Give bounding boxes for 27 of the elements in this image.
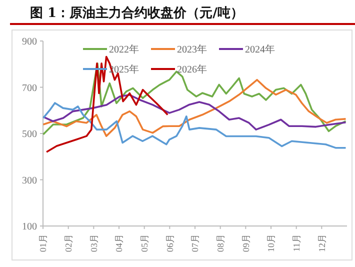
chart-title: 图 1：原油主力合约收盘价（元/吨） bbox=[30, 5, 244, 21]
line-series bbox=[42, 78, 347, 137]
y-tick-label: 500 bbox=[22, 129, 37, 140]
x-tick-label: 07月 bbox=[190, 234, 200, 252]
x-tick-label: 06月 bbox=[164, 234, 175, 252]
legend-label: 2023年 bbox=[177, 44, 207, 56]
line-series bbox=[46, 56, 169, 153]
y-tick-label: 900 bbox=[22, 36, 37, 48]
legend-label: 2022年 bbox=[109, 44, 139, 56]
line-series bbox=[42, 62, 347, 136]
x-tick-label: 11月 bbox=[291, 234, 302, 252]
y-tick-label: 700 bbox=[22, 82, 37, 94]
x-tick-label: 09月 bbox=[240, 234, 251, 252]
x-tick-label: 12月 bbox=[316, 234, 327, 252]
legend-label: 2024年 bbox=[245, 44, 275, 56]
line-series bbox=[42, 94, 347, 130]
x-tick-label: 05月 bbox=[139, 234, 150, 252]
legend-label: 2026年 bbox=[177, 64, 207, 76]
y-tick-label: 300 bbox=[22, 175, 37, 186]
x-tick-label: 03月 bbox=[88, 234, 99, 252]
x-tick-label: 02月 bbox=[63, 234, 74, 252]
x-tick-label: 10月 bbox=[266, 234, 276, 252]
x-tick-label: 04月 bbox=[114, 234, 124, 252]
line-series bbox=[42, 102, 347, 149]
x-tick-label: 08月 bbox=[215, 234, 226, 252]
y-tick-label: 100 bbox=[22, 222, 37, 232]
x-tick-label: 01月 bbox=[38, 234, 48, 252]
